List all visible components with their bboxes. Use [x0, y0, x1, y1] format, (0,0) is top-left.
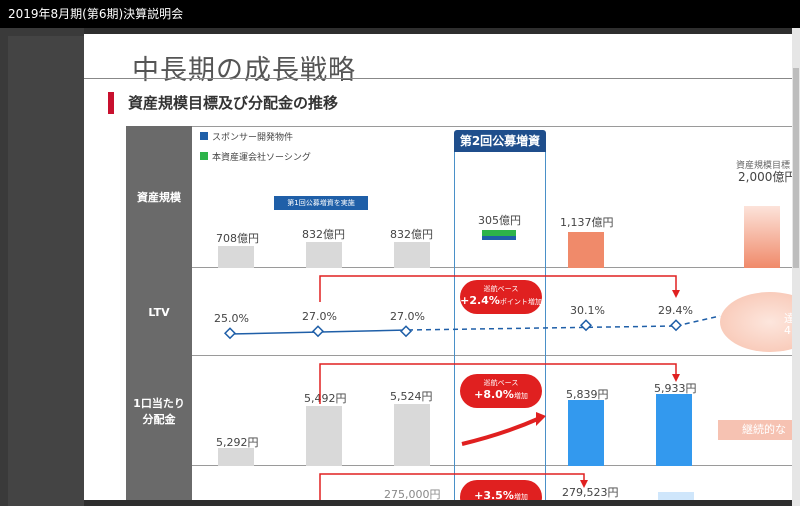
legend-swatch-sourcing — [200, 152, 208, 160]
dist-compare-bracket — [319, 363, 677, 404]
grid-line — [192, 355, 792, 356]
offering-banner: 第1回公募増資を実施 — [274, 196, 368, 210]
legend-sponsor: スポンサー開発物件 — [212, 133, 294, 143]
row-label-dist: 1口当たり 分配金 — [126, 356, 192, 466]
ltv-point — [399, 325, 413, 338]
ltv-value: 25.0% — [214, 312, 249, 325]
asset-value: 832億円 — [390, 228, 433, 241]
ltv-badge-suffix: ポイント増加 — [499, 298, 542, 306]
legend-swatch-sponsor — [200, 132, 208, 140]
ltv-line-target — [675, 315, 721, 327]
asset-bar-target — [744, 206, 780, 268]
ltv-value: 27.0% — [302, 310, 337, 323]
asset-bar-projected — [568, 232, 604, 268]
row-label-asset: 資産規模 — [126, 126, 192, 268]
asset-value: 305億円 — [478, 214, 521, 227]
asset-bar-sponsor — [482, 236, 516, 240]
row-label-bottom — [126, 466, 192, 500]
asset-value: 708億円 — [216, 232, 259, 245]
arrow-head-icon — [580, 480, 588, 488]
asset-value: 832億円 — [302, 228, 345, 241]
ltv-badge-line1: 巡航ベース — [483, 285, 519, 293]
dist-bar-projected — [656, 394, 692, 466]
ltv-line-projected — [407, 325, 677, 331]
grid-line — [192, 465, 792, 466]
asset-bar — [306, 242, 342, 268]
ltv-value: 29.4% — [658, 304, 693, 317]
growth-arrow — [461, 416, 541, 446]
dist-value: 5,292円 — [216, 436, 259, 449]
slide-thumbnail[interactable] — [8, 36, 84, 506]
title-divider — [84, 78, 792, 79]
bottom-increase-badge: +3.5%増加 — [460, 480, 542, 500]
window-title: 2019年8月期(第6期)決算説明会 — [0, 0, 800, 28]
ltv-point — [223, 327, 237, 340]
grid-line — [192, 126, 792, 127]
bottom-badge-suffix: 増加 — [513, 493, 528, 500]
dist-value: 5,492円 — [304, 392, 347, 405]
ltv-compare-bracket — [319, 275, 677, 302]
ltv-point — [669, 319, 683, 332]
dist-value: 5,933円 — [654, 382, 697, 395]
asset-bar — [218, 246, 254, 268]
ltv-increase-badge: 巡航ベース +2.4%ポイント増加 — [460, 280, 542, 314]
bottom-compare-bracket — [319, 473, 585, 500]
vertical-scrollbar[interactable] — [792, 28, 800, 506]
asset-value: 1,137億円 — [560, 216, 614, 229]
slide-canvas: 中長期の成長戦略 資産規模目標及び分配金の推移 資産規模 LTV 1口当たり 分… — [84, 34, 792, 500]
dist-badge-value: +8.0% — [474, 388, 514, 401]
connector-overlay — [223, 275, 721, 500]
dist-badge-suffix: 増加 — [513, 392, 528, 400]
asset-bar-sourcing — [482, 230, 516, 236]
arrow-head-icon — [536, 412, 546, 426]
dist-bar — [394, 404, 430, 466]
continue-label: 継続的な — [718, 420, 792, 440]
dist-value: 5,839円 — [566, 388, 609, 401]
arrow-head-icon — [672, 290, 680, 298]
asset-bar — [394, 242, 430, 268]
dist-value: 5,524円 — [390, 390, 433, 403]
bottom-value: 279,523円 — [562, 486, 619, 499]
dist-increase-badge: 巡航ベース +8.0%増加 — [460, 374, 542, 408]
grid-line — [192, 267, 792, 268]
row-label-ltv: LTV — [126, 268, 192, 356]
ltv-point — [311, 325, 325, 338]
ltv-target-cut: 達 — [784, 312, 792, 325]
slide-thumbnail-pane[interactable] — [0, 28, 84, 506]
dist-bar — [306, 406, 342, 466]
ltv-target-bubble — [720, 292, 792, 352]
bottom-badge-value: +3.5% — [474, 489, 514, 500]
bottom-value: 275,000円 — [384, 488, 441, 500]
ltv-value: 30.1% — [570, 304, 605, 317]
ltv-value: 27.0% — [390, 310, 425, 323]
slide-title: 中長期の成長戦略 — [132, 55, 356, 86]
ltv-badge-value: +2.4% — [460, 294, 500, 307]
scrollbar-thumb[interactable] — [793, 68, 799, 268]
highlight-header: 第2回公募増資 — [454, 130, 546, 152]
ltv-target-value: 4 — [784, 324, 791, 337]
ltv-markers — [223, 319, 683, 340]
asset-target-value: 2,000億円 — [738, 170, 792, 184]
bottom-bar — [658, 492, 694, 500]
subtitle-marker — [108, 92, 114, 114]
ltv-point — [579, 319, 593, 332]
asset-target-label: 資産規模目標 — [736, 161, 791, 171]
dist-bar-projected — [568, 400, 604, 466]
legend-sourcing: 本資産運会社ソーシング — [212, 153, 311, 163]
slide-subtitle: 資産規模目標及び分配金の推移 — [128, 94, 339, 112]
dist-badge-line1: 巡航ベース — [483, 379, 519, 387]
arrow-head-icon — [672, 374, 680, 382]
dist-bar — [218, 448, 254, 466]
